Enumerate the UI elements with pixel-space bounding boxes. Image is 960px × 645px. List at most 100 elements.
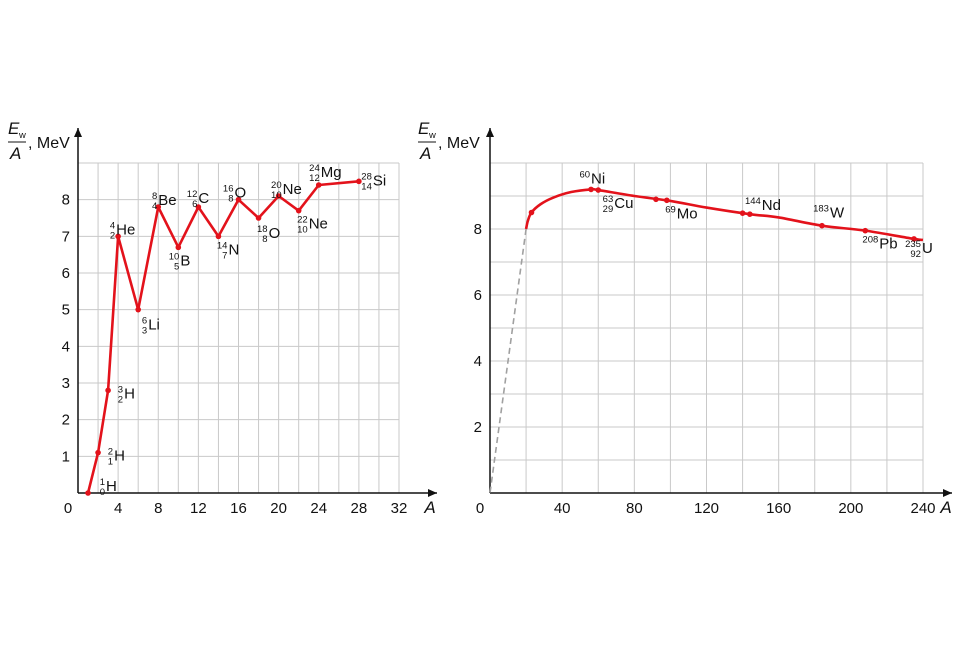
y-tick-label: 5	[62, 302, 70, 319]
data-point	[135, 306, 141, 313]
y-label-E: E	[418, 119, 430, 138]
x-tick-label: 20	[270, 500, 287, 517]
x-tick-label: 12	[190, 500, 207, 517]
data-point	[175, 244, 182, 251]
nuclide-label: 105 B	[169, 251, 191, 272]
mass-number: 2	[108, 447, 113, 458]
x-tick-label: 240	[910, 500, 935, 517]
y-tick-label: 6	[62, 265, 70, 282]
element-symbol: Ne	[309, 216, 328, 233]
mass-number: 14	[217, 240, 228, 251]
y-tick-label: 8	[62, 192, 70, 209]
data-point	[255, 215, 262, 221]
mass-number: 60	[579, 169, 590, 180]
mass-number: 20	[271, 180, 282, 191]
element-symbol: O	[235, 185, 247, 202]
x-tick-label: 4	[114, 500, 122, 517]
charge-number: 7	[222, 250, 227, 261]
grid	[78, 162, 400, 493]
x-tick-label: 80	[626, 500, 643, 517]
element-symbol: N	[228, 241, 239, 258]
charge-number: 2	[110, 230, 115, 241]
element-symbol: O	[269, 225, 281, 242]
x-axis-arrow	[943, 489, 952, 497]
mass-number: 3	[118, 384, 123, 395]
series-line	[524, 187, 924, 242]
data-point	[653, 196, 659, 203]
charge-number: 92	[910, 249, 921, 260]
mass-number: 8	[152, 191, 157, 202]
nuclide-label: 63 Li	[142, 316, 160, 337]
data-point	[528, 209, 535, 216]
y-label-E: E	[8, 119, 20, 138]
element-symbol: C	[198, 190, 209, 207]
data-point	[95, 449, 101, 456]
nuclide-label: 208 Pb	[862, 235, 897, 253]
y-tick-label: 1	[62, 448, 70, 465]
x-tick-label: 120	[694, 500, 719, 517]
x-axis-arrow	[428, 489, 437, 497]
charge-number: 4	[152, 201, 157, 212]
charge-number: 10	[297, 225, 308, 236]
data-point	[819, 222, 825, 229]
mass-number: 16	[223, 184, 234, 195]
data-point	[315, 182, 322, 188]
nuclide-label: 10 H	[100, 477, 117, 498]
y-tick-label: 8	[474, 221, 482, 238]
y-tick-label: 2	[62, 412, 70, 429]
x-tick-label: 16	[230, 500, 247, 517]
element-symbol: Ni	[591, 170, 605, 187]
y-label-unit: , MeV	[28, 135, 70, 152]
element-symbol: Li	[148, 317, 160, 334]
data-point	[215, 233, 222, 240]
mass-number: 4	[110, 220, 115, 231]
element-symbol: H	[124, 385, 135, 402]
data-point	[155, 204, 162, 210]
y-label-A: A	[9, 144, 21, 163]
mass-number: 63	[603, 194, 614, 205]
mass-number: 28	[361, 171, 372, 182]
mass-number: 6	[142, 316, 147, 327]
data-point	[739, 210, 746, 216]
mass-number: 1	[100, 477, 105, 488]
element-symbol: Si	[373, 172, 386, 189]
data-point	[911, 236, 917, 242]
charge-number: 12	[309, 173, 320, 184]
nuclide-label: 188 O	[257, 224, 280, 245]
element-symbol: Mo	[677, 205, 698, 222]
x-axis-label: A	[939, 498, 951, 517]
data-point	[295, 207, 302, 214]
y-label-sub: w	[18, 130, 26, 141]
element-symbol: H	[114, 448, 125, 465]
nuclide-label: 32 H	[118, 384, 135, 405]
x-tick-label: 160	[766, 500, 791, 517]
data-point	[747, 211, 753, 217]
charge-number: 6	[192, 199, 197, 210]
x-tick-label: 28	[351, 500, 368, 517]
element-symbol: Ne	[283, 181, 302, 198]
mass-number: 208	[862, 235, 878, 246]
element-symbol: Nd	[762, 197, 781, 214]
y-tick-label: 6	[474, 287, 482, 304]
nuclide-label: 144 Nd	[745, 196, 781, 214]
nuclide-label: 69 Mo	[665, 204, 697, 222]
y-axis-arrow	[486, 128, 494, 137]
y-tick-label: 4	[62, 338, 70, 355]
mass-number: 144	[745, 196, 761, 207]
x-axis-label: A	[423, 498, 435, 517]
nuclide-label: 126 C	[187, 189, 210, 210]
mass-number: 69	[665, 204, 676, 215]
charge-number: 8	[228, 194, 233, 205]
nuclide-label: 183 W	[813, 204, 845, 222]
x-tick-label: 0	[476, 500, 484, 517]
charge-number: 8	[262, 234, 267, 245]
charge-number: 0	[100, 487, 105, 498]
nuclide-label: 21 H	[108, 447, 125, 468]
